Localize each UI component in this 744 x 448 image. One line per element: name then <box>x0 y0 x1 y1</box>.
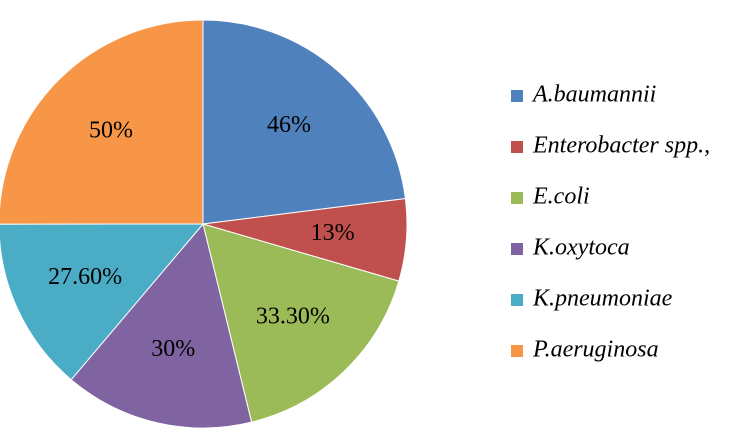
legend-swatch-e-coli <box>511 192 523 204</box>
legend: A.baumannii Enterobacter spp., E.coli K.oxy… <box>511 82 710 363</box>
legend-label-enterobacter-spp: Enterobacter spp., <box>532 133 710 159</box>
pie-slice-p-aeruginosa <box>0 19 204 225</box>
legend-label-k-pneumoniae: K.pneumoniae <box>532 286 673 312</box>
legend-label-a-baumannii: A.baumannii <box>531 82 656 108</box>
legend-swatch-k-pneumoniae <box>511 294 523 306</box>
legend-label-p-aeruginosa: P.aeruginosa <box>532 337 659 363</box>
data-label-k-oxytoca: 30% <box>151 336 195 362</box>
legend-swatch-p-aeruginosa <box>511 345 523 357</box>
pie-slice-k-oxytoca <box>70 222 253 429</box>
legend-swatch-k-oxytoca <box>511 243 523 255</box>
pie-data-labels: 46% 13% 33.30% 30% 27.60% 50% <box>48 112 355 362</box>
pie-slices <box>0 19 408 429</box>
data-label-p-aeruginosa: 50% <box>89 118 133 144</box>
legend-swatch-a-baumannii <box>511 90 523 102</box>
pie-slice-a-baumannii <box>202 19 406 225</box>
data-label-enterobacter-spp: 13% <box>311 220 355 246</box>
legend-swatch-enterobacter-spp <box>511 141 523 153</box>
legend-label-k-oxytoca: K.oxytoca <box>532 235 630 261</box>
data-label-e-coli: 33.30% <box>256 303 330 329</box>
legend-label-e-coli: E.coli <box>532 184 590 210</box>
data-label-k-pneumoniae: 27.60% <box>48 264 122 290</box>
data-label-a-baumannii: 46% <box>267 112 311 138</box>
pie-slice-k-pneumoniae <box>0 223 205 381</box>
pie-slice-e-coli <box>202 223 400 423</box>
